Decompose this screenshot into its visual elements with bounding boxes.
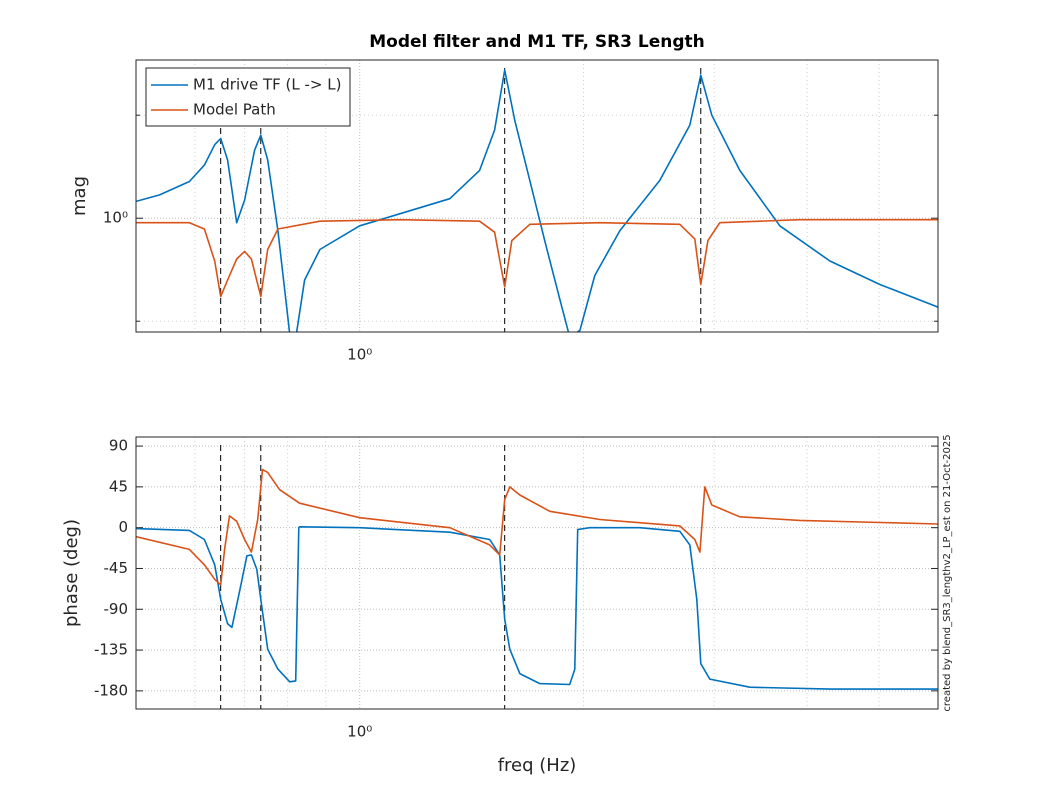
legend-box	[145, 67, 351, 127]
y-tick-label: 10⁰	[103, 209, 128, 227]
series-line	[136, 468, 938, 586]
y-tick-label: 0	[118, 518, 128, 536]
y-axis-label: phase (deg)	[61, 519, 82, 627]
legend-label: M1 drive TF (L -> L)	[193, 76, 341, 94]
plot-lines	[136, 445, 938, 709]
x-tick-label: 10⁰	[347, 723, 372, 741]
series-line	[136, 218, 938, 298]
y-tick-label: -180	[94, 681, 128, 699]
note: created by blend_SR3_lengthv2_LP_est on …	[942, 434, 953, 711]
chart-title: Model filter and M1 TF, SR3 Length	[369, 32, 705, 52]
legend-label: Model Path	[193, 101, 276, 119]
y-tick-label: 90	[109, 437, 128, 455]
y-tick-label: -45	[104, 559, 129, 577]
axes-frame	[135, 436, 939, 710]
series-line	[136, 69, 938, 332]
y-tick-label: 45	[109, 477, 128, 495]
series-line	[136, 526, 938, 690]
axes-frame	[135, 59, 939, 333]
x-tick-label: 10⁰	[347, 346, 372, 364]
plot-lines	[136, 68, 938, 332]
plot-area	[136, 437, 938, 709]
y-tick-label: -135	[94, 641, 128, 659]
x-axis-label: freq (Hz)	[498, 755, 577, 776]
y-tick-label: -90	[104, 600, 129, 618]
y-axis-label: mag	[69, 176, 90, 216]
